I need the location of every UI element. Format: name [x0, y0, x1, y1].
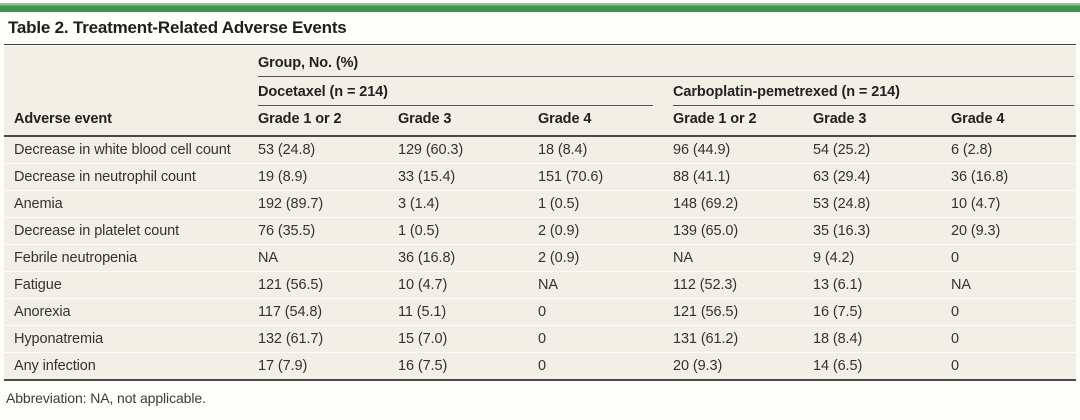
- cell: 14 (6.5): [807, 352, 945, 381]
- cell: NA: [252, 244, 392, 272]
- cell: 112 (52.3): [667, 271, 807, 299]
- col-header-adverse-event: Adverse event: [4, 106, 252, 137]
- table-row: Decrease in neutrophil count 19 (8.9) 33…: [4, 163, 1076, 191]
- cell: NA: [532, 271, 667, 299]
- col-header-docetaxel-grade1or2: Grade 1 or 2: [252, 106, 392, 137]
- cell: 121 (56.5): [667, 298, 807, 326]
- cell: 148 (69.2): [667, 190, 807, 218]
- cell: NA: [667, 244, 807, 272]
- carboplatin-group-label: Carboplatin-pemetrexed (n = 214): [673, 77, 1074, 106]
- table-row: Decrease in white blood cell count 53 (2…: [4, 136, 1076, 164]
- cell: 139 (65.0): [667, 217, 807, 245]
- row-label: Any infection: [4, 352, 252, 381]
- cell: 33 (15.4): [392, 163, 532, 191]
- col-header-docetaxel-grade4: Grade 4: [532, 106, 667, 137]
- cell: 18 (8.4): [538, 142, 588, 158]
- col-header-carboplatin-grade3: Grade 3: [807, 106, 945, 137]
- group-no-pct-label: Group, No. (%): [258, 46, 1074, 77]
- cell: 53 (24.8): [807, 190, 945, 218]
- table-row: Fatigue 121 (56.5) 10 (4.7) NA 112 (52.3…: [4, 271, 1076, 299]
- adverse-events-table: Group, No. (%) Docetaxel (n = 214) Carbo…: [4, 46, 1076, 381]
- cell: NA: [945, 271, 1076, 299]
- col-header-carboplatin-grade4: Grade 4: [945, 106, 1076, 137]
- group-no-pct-header: Group, No. (%): [252, 46, 1076, 77]
- cell: 54 (25.2): [813, 142, 871, 158]
- cell: 36 (16.8): [945, 163, 1076, 191]
- cell: 131 (61.2): [667, 325, 807, 353]
- cell: 20 (9.3): [945, 217, 1076, 245]
- cell: 36 (16.8): [392, 244, 532, 272]
- cell: 1 (0.5): [392, 217, 532, 245]
- cell: 0: [532, 298, 667, 326]
- cell: 18 (8.4): [807, 325, 945, 353]
- col-header-carboplatin-grade1or2: Grade 1 or 2: [667, 106, 807, 137]
- row-label: Febrile neutropenia: [4, 244, 252, 272]
- cell: 16 (7.5): [392, 352, 532, 381]
- cell: 10 (4.7): [392, 271, 532, 299]
- cell: 63 (29.4): [807, 163, 945, 191]
- cell: 192 (89.7): [252, 190, 392, 218]
- cell: 35 (16.3): [807, 217, 945, 245]
- cell: 0: [945, 298, 1076, 326]
- table-row: Decrease in platelet count 76 (35.5) 1 (…: [4, 217, 1076, 245]
- table-row: Any infection 17 (7.9) 16 (7.5) 0 20 (9.…: [4, 352, 1076, 381]
- cell: 15 (7.0): [392, 325, 532, 353]
- cell: 0: [945, 352, 1076, 381]
- cell: 117 (54.8): [252, 298, 392, 326]
- docetaxel-group-label: Docetaxel (n = 214): [258, 77, 653, 106]
- cell: 3 (1.4): [392, 190, 532, 218]
- cell: 13 (6.1): [807, 271, 945, 299]
- row-label: Decrease in white blood cell count: [14, 142, 231, 158]
- column-header-row: Adverse event Grade 1 or 2 Grade 3 Grade…: [4, 106, 1076, 137]
- cell: 2 (0.9): [532, 244, 667, 272]
- row-label: Hyponatremia: [4, 325, 252, 353]
- journal-table-figure: Table 2. Treatment-Related Adverse Event…: [0, 3, 1080, 406]
- row-label: Decrease in neutrophil count: [4, 163, 252, 191]
- col-header-docetaxel-grade3: Grade 3: [392, 106, 532, 137]
- table-row: Anemia 192 (89.7) 3 (1.4) 1 (0.5) 148 (6…: [4, 190, 1076, 218]
- cell: 2 (0.9): [532, 217, 667, 245]
- group-header-row: Group, No. (%): [4, 46, 1076, 77]
- cell: 0: [945, 244, 1076, 272]
- cell: 132 (61.7): [252, 325, 392, 353]
- table-row: Hyponatremia 132 (61.7) 15 (7.0) 0 131 (…: [4, 325, 1076, 353]
- accent-bar: [0, 3, 1080, 12]
- cell: 0: [945, 325, 1076, 353]
- row-label: Decrease in platelet count: [4, 217, 252, 245]
- table-footnote: Abbreviation: NA, not applicable.: [6, 390, 206, 406]
- cell: 0: [532, 352, 667, 381]
- table-row: Anorexia 117 (54.8) 11 (5.1) 0 121 (56.5…: [4, 298, 1076, 326]
- empty-cell: [4, 77, 252, 106]
- cell: 16 (7.5): [807, 298, 945, 326]
- cell: 1 (0.5): [532, 190, 667, 218]
- cell: 6 (2.8): [951, 142, 993, 158]
- cell: 0: [532, 325, 667, 353]
- cell: 17 (7.9): [252, 352, 392, 381]
- row-label: Anorexia: [4, 298, 252, 326]
- carboplatin-group-header: Carboplatin-pemetrexed (n = 214): [667, 77, 1076, 106]
- table-row: Febrile neutropenia NA 36 (16.8) 2 (0.9)…: [4, 244, 1076, 272]
- treatment-header-row: Docetaxel (n = 214) Carboplatin-pemetrex…: [4, 77, 1076, 106]
- cell: 11 (5.1): [392, 298, 532, 326]
- docetaxel-group-header: Docetaxel (n = 214): [252, 77, 667, 106]
- cell: 129 (60.3): [398, 142, 464, 158]
- title-divider: [4, 44, 1076, 45]
- cell: 96 (44.9): [673, 142, 731, 158]
- cell: 88 (41.1): [667, 163, 807, 191]
- row-label: Anemia: [4, 190, 252, 218]
- row-label: Fatigue: [4, 271, 252, 299]
- cell: 53 (24.8): [258, 142, 316, 158]
- table-title: Table 2. Treatment-Related Adverse Event…: [8, 18, 347, 37]
- cell: 76 (35.5): [252, 217, 392, 245]
- cell: 19 (8.9): [252, 163, 392, 191]
- empty-cell: [4, 46, 252, 77]
- cell: 151 (70.6): [532, 163, 667, 191]
- cell: 10 (4.7): [945, 190, 1076, 218]
- cell: 20 (9.3): [667, 352, 807, 381]
- cell: 121 (56.5): [252, 271, 392, 299]
- cell: 9 (4.2): [807, 244, 945, 272]
